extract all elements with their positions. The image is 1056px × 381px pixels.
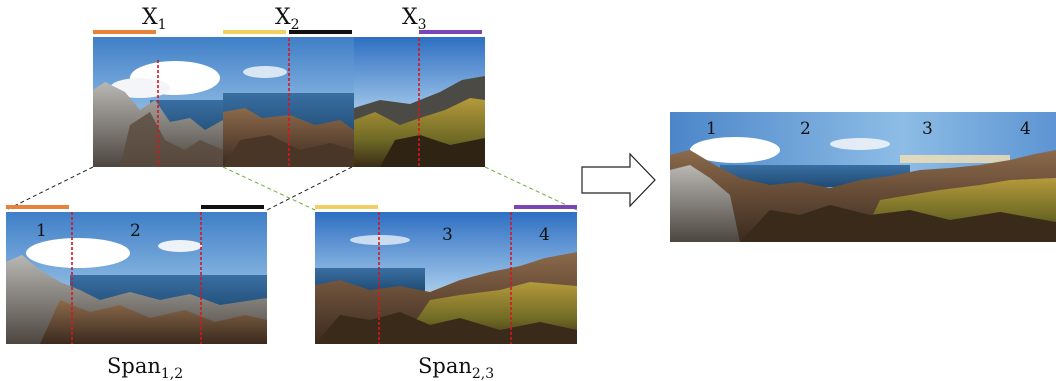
bar-yellow-span-2-3 [315, 205, 378, 209]
connector-dashed-green [484, 166, 578, 211]
label-span-2-3: Span2,3 [418, 354, 494, 381]
label-span-1-2: Span1,2 [107, 354, 183, 381]
bar-purple-x3 [419, 30, 482, 34]
photo-x3 [354, 37, 485, 167]
bar-purple-span-2-3 [514, 205, 577, 209]
photo-x2 [223, 37, 354, 167]
panorama-number-2: 2 [800, 119, 811, 139]
bar-black-span-1-2 [201, 205, 264, 209]
photo-panorama [670, 112, 1056, 242]
bar-yellow-x2 [223, 30, 286, 34]
right-arrow-icon [581, 152, 656, 208]
photo-span-1-2 [6, 212, 267, 344]
bar-black-x2 [289, 30, 352, 34]
panorama-number-4: 4 [1020, 119, 1031, 139]
connector-dashed-green [222, 166, 316, 211]
label-x2: X2 [275, 5, 300, 33]
connector-dashed-black [266, 166, 353, 211]
panorama-number-1: 1 [706, 119, 717, 139]
connector-dashed-black [5, 166, 94, 211]
photo-x1 [93, 37, 223, 167]
bar-orange-x1 [93, 30, 156, 34]
region-number-1: 1 [36, 221, 47, 241]
region-number-3: 3 [442, 225, 453, 245]
panorama-number-3: 3 [922, 119, 933, 139]
label-x1: X1 [142, 5, 167, 33]
bar-orange-span-1-2 [6, 205, 69, 209]
region-number-4: 4 [539, 225, 550, 245]
label-x3: X3 [402, 5, 427, 33]
region-number-2: 2 [130, 221, 141, 241]
